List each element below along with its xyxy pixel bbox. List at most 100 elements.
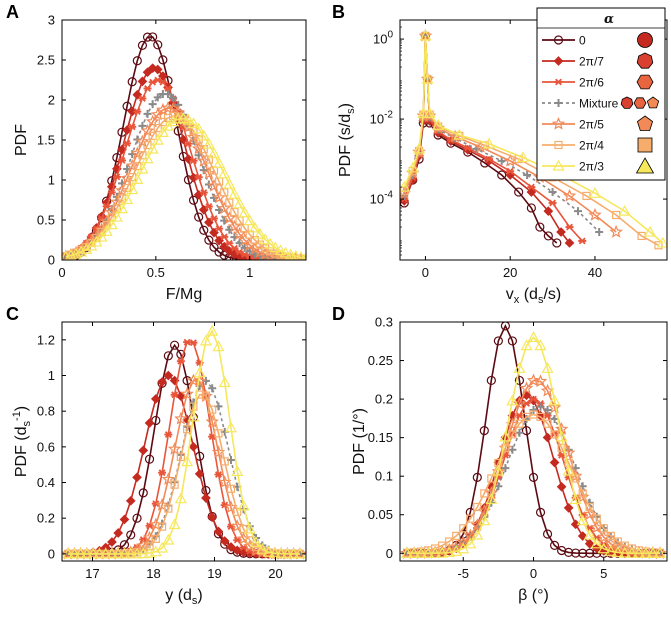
data-point xyxy=(233,197,246,209)
y-tick-label: 0.6 xyxy=(37,439,55,454)
series-line-a0 xyxy=(407,324,660,555)
data-point xyxy=(578,237,587,245)
data-point xyxy=(137,40,148,50)
data-point xyxy=(218,376,231,388)
y-tick-label: 1 xyxy=(48,173,55,188)
data-point xyxy=(654,241,663,250)
data-point xyxy=(75,245,88,257)
data-point xyxy=(482,137,496,149)
data-point xyxy=(161,472,176,485)
series-a2p3 xyxy=(62,324,306,559)
data-point xyxy=(143,109,152,118)
data-point xyxy=(218,167,231,179)
x-tick-label: 0.5 xyxy=(147,265,165,280)
data-point xyxy=(201,493,211,503)
data-point xyxy=(194,469,205,479)
data-point xyxy=(155,498,169,511)
data-point xyxy=(204,203,213,210)
data-point xyxy=(445,537,454,546)
data-point xyxy=(492,464,505,476)
data-point xyxy=(529,395,538,403)
data-point xyxy=(507,336,518,346)
data-point xyxy=(194,173,203,181)
legend-entry-mix: Mixture xyxy=(542,97,660,111)
data-point xyxy=(207,512,218,523)
data-point xyxy=(571,548,581,558)
data-point xyxy=(543,405,552,414)
data-point xyxy=(238,206,251,218)
data-point xyxy=(162,533,175,545)
data-point xyxy=(588,187,601,198)
data-point xyxy=(562,188,577,202)
data-point xyxy=(163,85,172,93)
data-point xyxy=(135,134,150,148)
hexagon-shape-icon xyxy=(633,97,647,109)
data-point xyxy=(176,452,185,461)
data-point xyxy=(245,536,254,545)
data-point xyxy=(287,547,300,559)
data-point xyxy=(548,199,557,207)
y-tick-label: 0.8 xyxy=(37,404,55,419)
y-tick-label: 0.05 xyxy=(368,507,393,522)
data-point xyxy=(541,362,554,373)
data-point xyxy=(133,108,142,116)
data-point xyxy=(206,324,219,336)
data-point xyxy=(588,207,602,221)
series-line-a2p4 xyxy=(65,115,306,260)
data-point xyxy=(223,177,236,189)
data-point xyxy=(126,530,136,540)
data-point xyxy=(186,373,201,387)
data-point xyxy=(137,547,150,559)
data-point xyxy=(547,400,562,414)
data-point xyxy=(584,538,595,549)
data-point xyxy=(202,166,216,180)
series-line-a2p6 xyxy=(68,341,300,555)
data-point xyxy=(208,405,217,414)
data-point xyxy=(281,547,294,559)
data-point xyxy=(230,207,239,217)
data-point xyxy=(163,351,173,361)
data-point xyxy=(256,542,269,554)
data-point xyxy=(182,113,195,125)
y-tick-label: 0.25 xyxy=(368,353,393,368)
x-tick-label: 0 xyxy=(530,566,537,581)
data-point xyxy=(514,375,525,386)
data-point xyxy=(132,513,142,523)
data-point xyxy=(125,495,136,506)
data-point xyxy=(243,214,256,226)
data-point xyxy=(501,464,510,473)
data-point xyxy=(413,142,426,154)
y-tick-label: 0.15 xyxy=(368,430,393,445)
data-point xyxy=(115,202,129,214)
data-point xyxy=(485,155,493,163)
data-point xyxy=(153,93,162,102)
data-point xyxy=(151,534,160,543)
data-point xyxy=(519,381,534,395)
data-point xyxy=(253,227,267,239)
data-point xyxy=(157,522,167,531)
y-tick-label: 1.5 xyxy=(37,133,55,148)
data-point xyxy=(131,173,144,184)
series-group xyxy=(62,32,306,260)
x-tick-label: 18 xyxy=(146,566,160,581)
data-point xyxy=(494,482,503,491)
data-point xyxy=(100,225,113,236)
legend-marker xyxy=(552,159,565,171)
y-tick-label: 2.5 xyxy=(37,53,55,68)
data-point xyxy=(535,222,545,232)
legend-entry-a2p6: 2π/6 xyxy=(542,74,654,90)
axes-box xyxy=(61,321,307,562)
data-point xyxy=(595,228,604,237)
data-point xyxy=(656,236,667,248)
data-point xyxy=(93,547,106,559)
data-point xyxy=(145,114,160,128)
data-point xyxy=(479,426,489,436)
data-point xyxy=(527,331,540,343)
data-point xyxy=(536,402,545,411)
panel-D: D -5 0 5 0 0.05 0.1 0.15 0.2 0.25 0.3 β (°) PDF (1/°… xyxy=(332,304,668,604)
data-point xyxy=(557,443,566,452)
data-point xyxy=(209,215,218,222)
data-point xyxy=(556,481,567,492)
data-point xyxy=(564,238,575,248)
legend-entry-a2p7: 2π/7 xyxy=(542,52,654,69)
